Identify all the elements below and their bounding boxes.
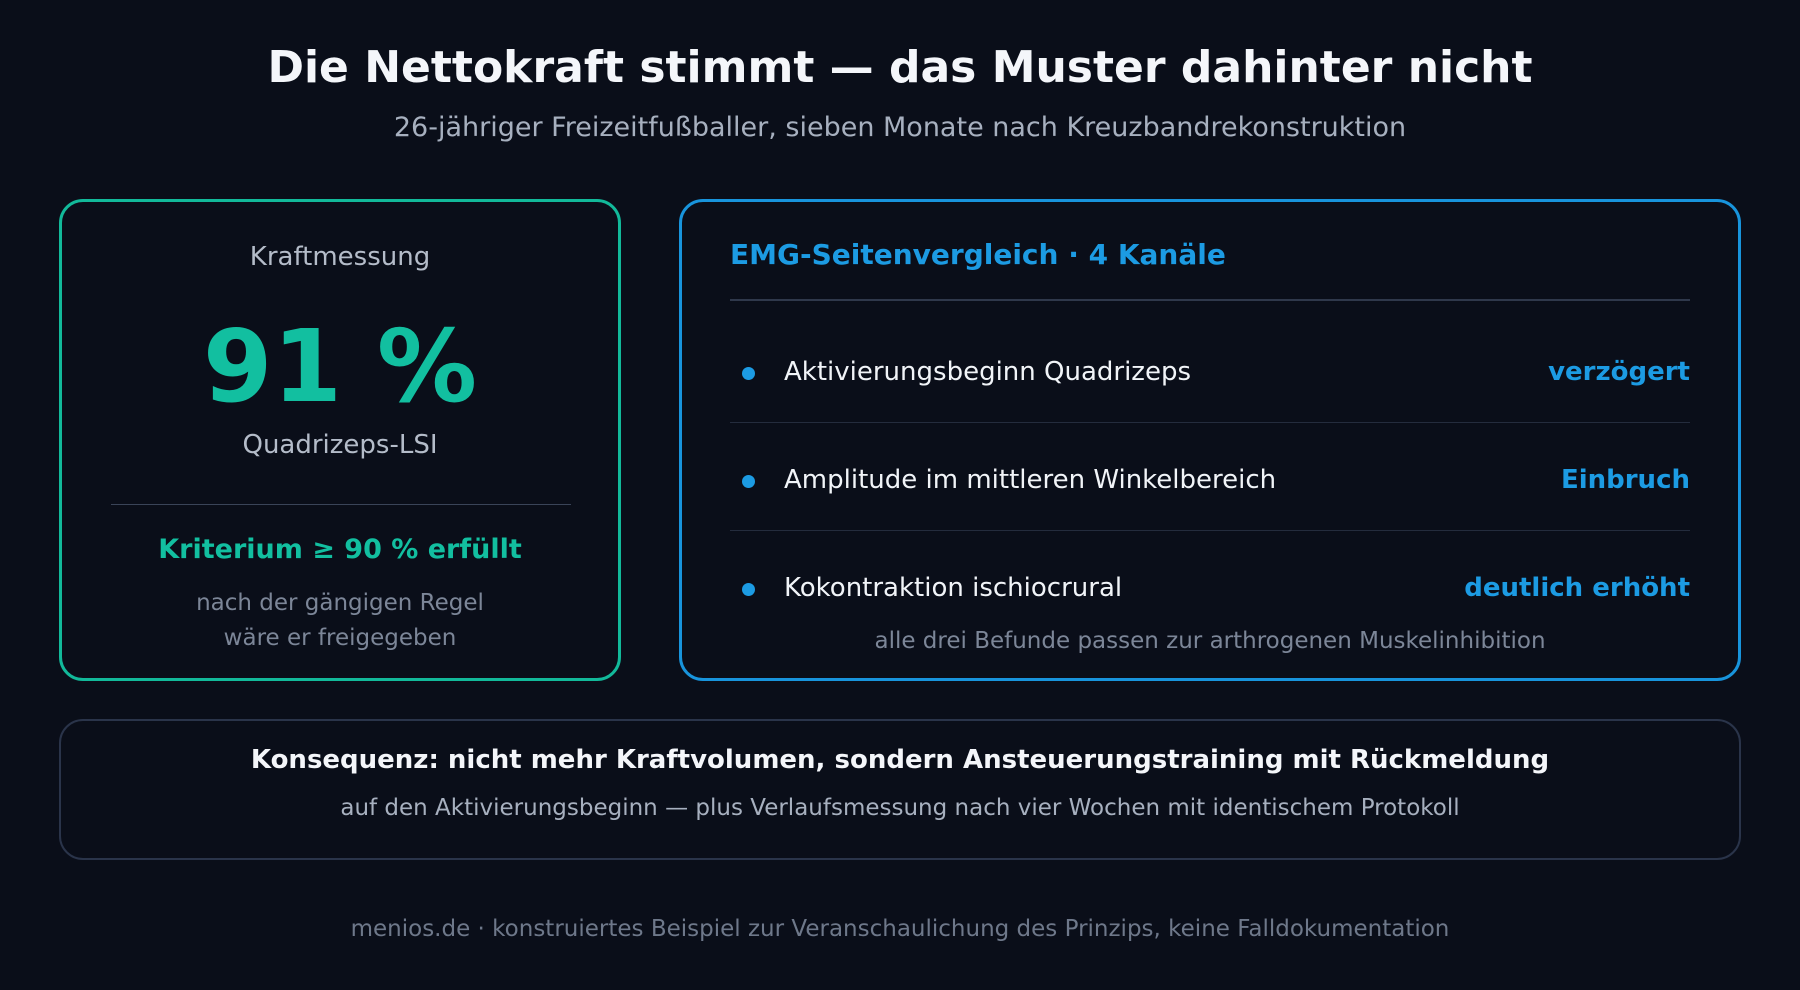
emg-row-label: Amplitude im mittleren Winkelbereich <box>784 465 1277 495</box>
emg-row-value: Einbruch <box>1560 465 1690 495</box>
kraft-value-caption: Quadrizeps-LSI <box>242 430 438 460</box>
bullet-dot-icon <box>742 367 755 380</box>
page-title: Die Nettokraft stimmt — das Muster dahin… <box>267 42 1533 93</box>
row-separator <box>730 530 1690 531</box>
emg-row: Amplitude im mittleren Winkelbereich Ein… <box>730 453 1690 513</box>
emg-row: Aktivierungsbeginn Quadrizeps verzögert <box>730 345 1690 405</box>
kraft-criterion: Kriterium ≥ 90 % erfüllt <box>158 534 522 565</box>
consequence-sub: auf den Aktivierungsbeginn — plus Verlau… <box>340 795 1460 821</box>
emg-card: EMG-Seitenvergleich · 4 Kanäle Aktivieru… <box>679 199 1741 681</box>
footer-note: menios.de · konstruiertes Beispiel zur V… <box>350 916 1450 942</box>
emg-row: Kokontraktion ischiocrural deutlich erhö… <box>730 561 1690 621</box>
kraft-label: Kraftmessung <box>249 242 431 272</box>
emg-row-value: verzögert <box>1548 357 1690 387</box>
kraft-card: Kraftmessung 91 % Quadrizeps-LSI Kriteri… <box>59 199 621 681</box>
emg-footnote: alle drei Befunde passen zur arthrogenen… <box>874 628 1546 654</box>
row-separator <box>730 422 1690 423</box>
emg-divider <box>730 299 1690 301</box>
kraft-note-line2: wäre er freigegeben <box>223 625 457 651</box>
emg-title: EMG-Seitenvergleich · 4 Kanäle <box>730 238 1226 271</box>
bullet-dot-icon <box>742 475 755 488</box>
consequence-main: Konsequenz: nicht mehr Kraftvolumen, son… <box>250 745 1550 775</box>
kraft-note-line1: nach der gängigen Regel <box>196 590 484 616</box>
emg-row-label: Kokontraktion ischiocrural <box>784 573 1123 603</box>
kraft-value: 91 % <box>202 308 478 425</box>
emg-row-value: deutlich erhöht <box>1464 573 1690 603</box>
emg-row-label: Aktivierungsbeginn Quadrizeps <box>784 357 1191 387</box>
consequence-card: Konsequenz: nicht mehr Kraftvolumen, son… <box>59 719 1741 860</box>
kraft-divider <box>111 504 571 505</box>
page-subtitle: 26-jähriger Freizeitfußballer, sieben Mo… <box>393 112 1407 143</box>
bullet-dot-icon <box>742 583 755 596</box>
